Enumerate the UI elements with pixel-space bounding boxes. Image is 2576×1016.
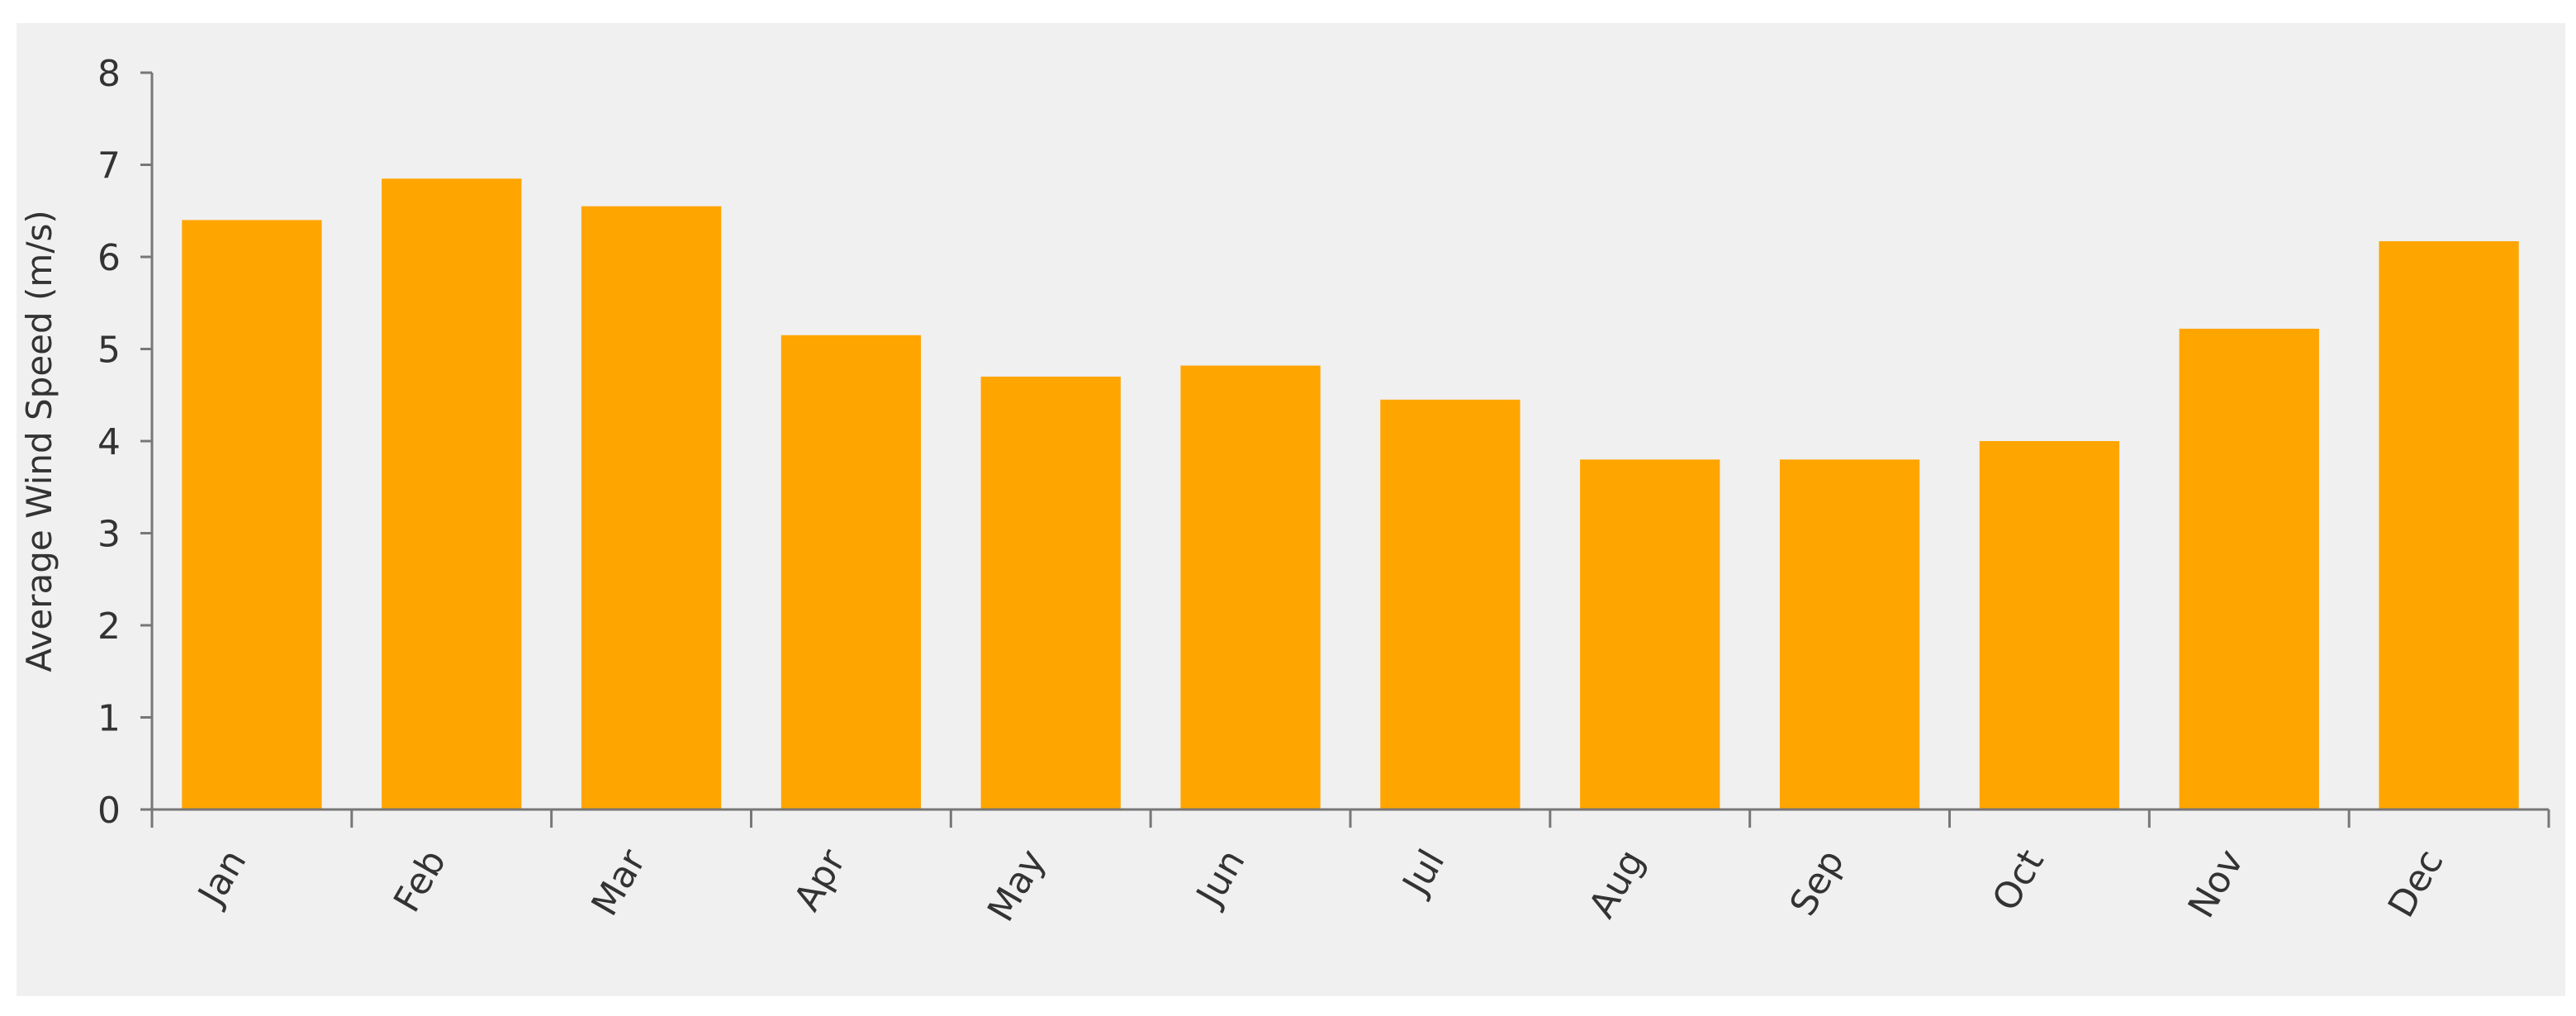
bar [980, 376, 1121, 809]
y-tick-label: 0 [97, 790, 121, 832]
bar [382, 178, 522, 810]
bar [182, 220, 322, 809]
y-tick-label: 1 [97, 698, 121, 740]
y-tick-label: 5 [97, 330, 121, 372]
y-tick-label: 3 [97, 514, 121, 556]
bar [1979, 441, 2120, 809]
bar [780, 335, 922, 809]
y-tick-label: 4 [97, 421, 121, 463]
bar [1180, 365, 1321, 809]
y-tick-label: 7 [97, 145, 121, 188]
bar [2379, 241, 2519, 809]
y-axis-label: Average Wind Speed (m/s) [19, 210, 59, 672]
bar [1779, 459, 1920, 809]
bar [1580, 459, 1720, 809]
bar [581, 206, 722, 810]
y-tick-label: 6 [97, 237, 121, 279]
y-tick-label: 8 [97, 53, 121, 95]
y-tick-label: 2 [97, 605, 121, 648]
bar [1380, 399, 1520, 809]
bar [2179, 328, 2319, 810]
